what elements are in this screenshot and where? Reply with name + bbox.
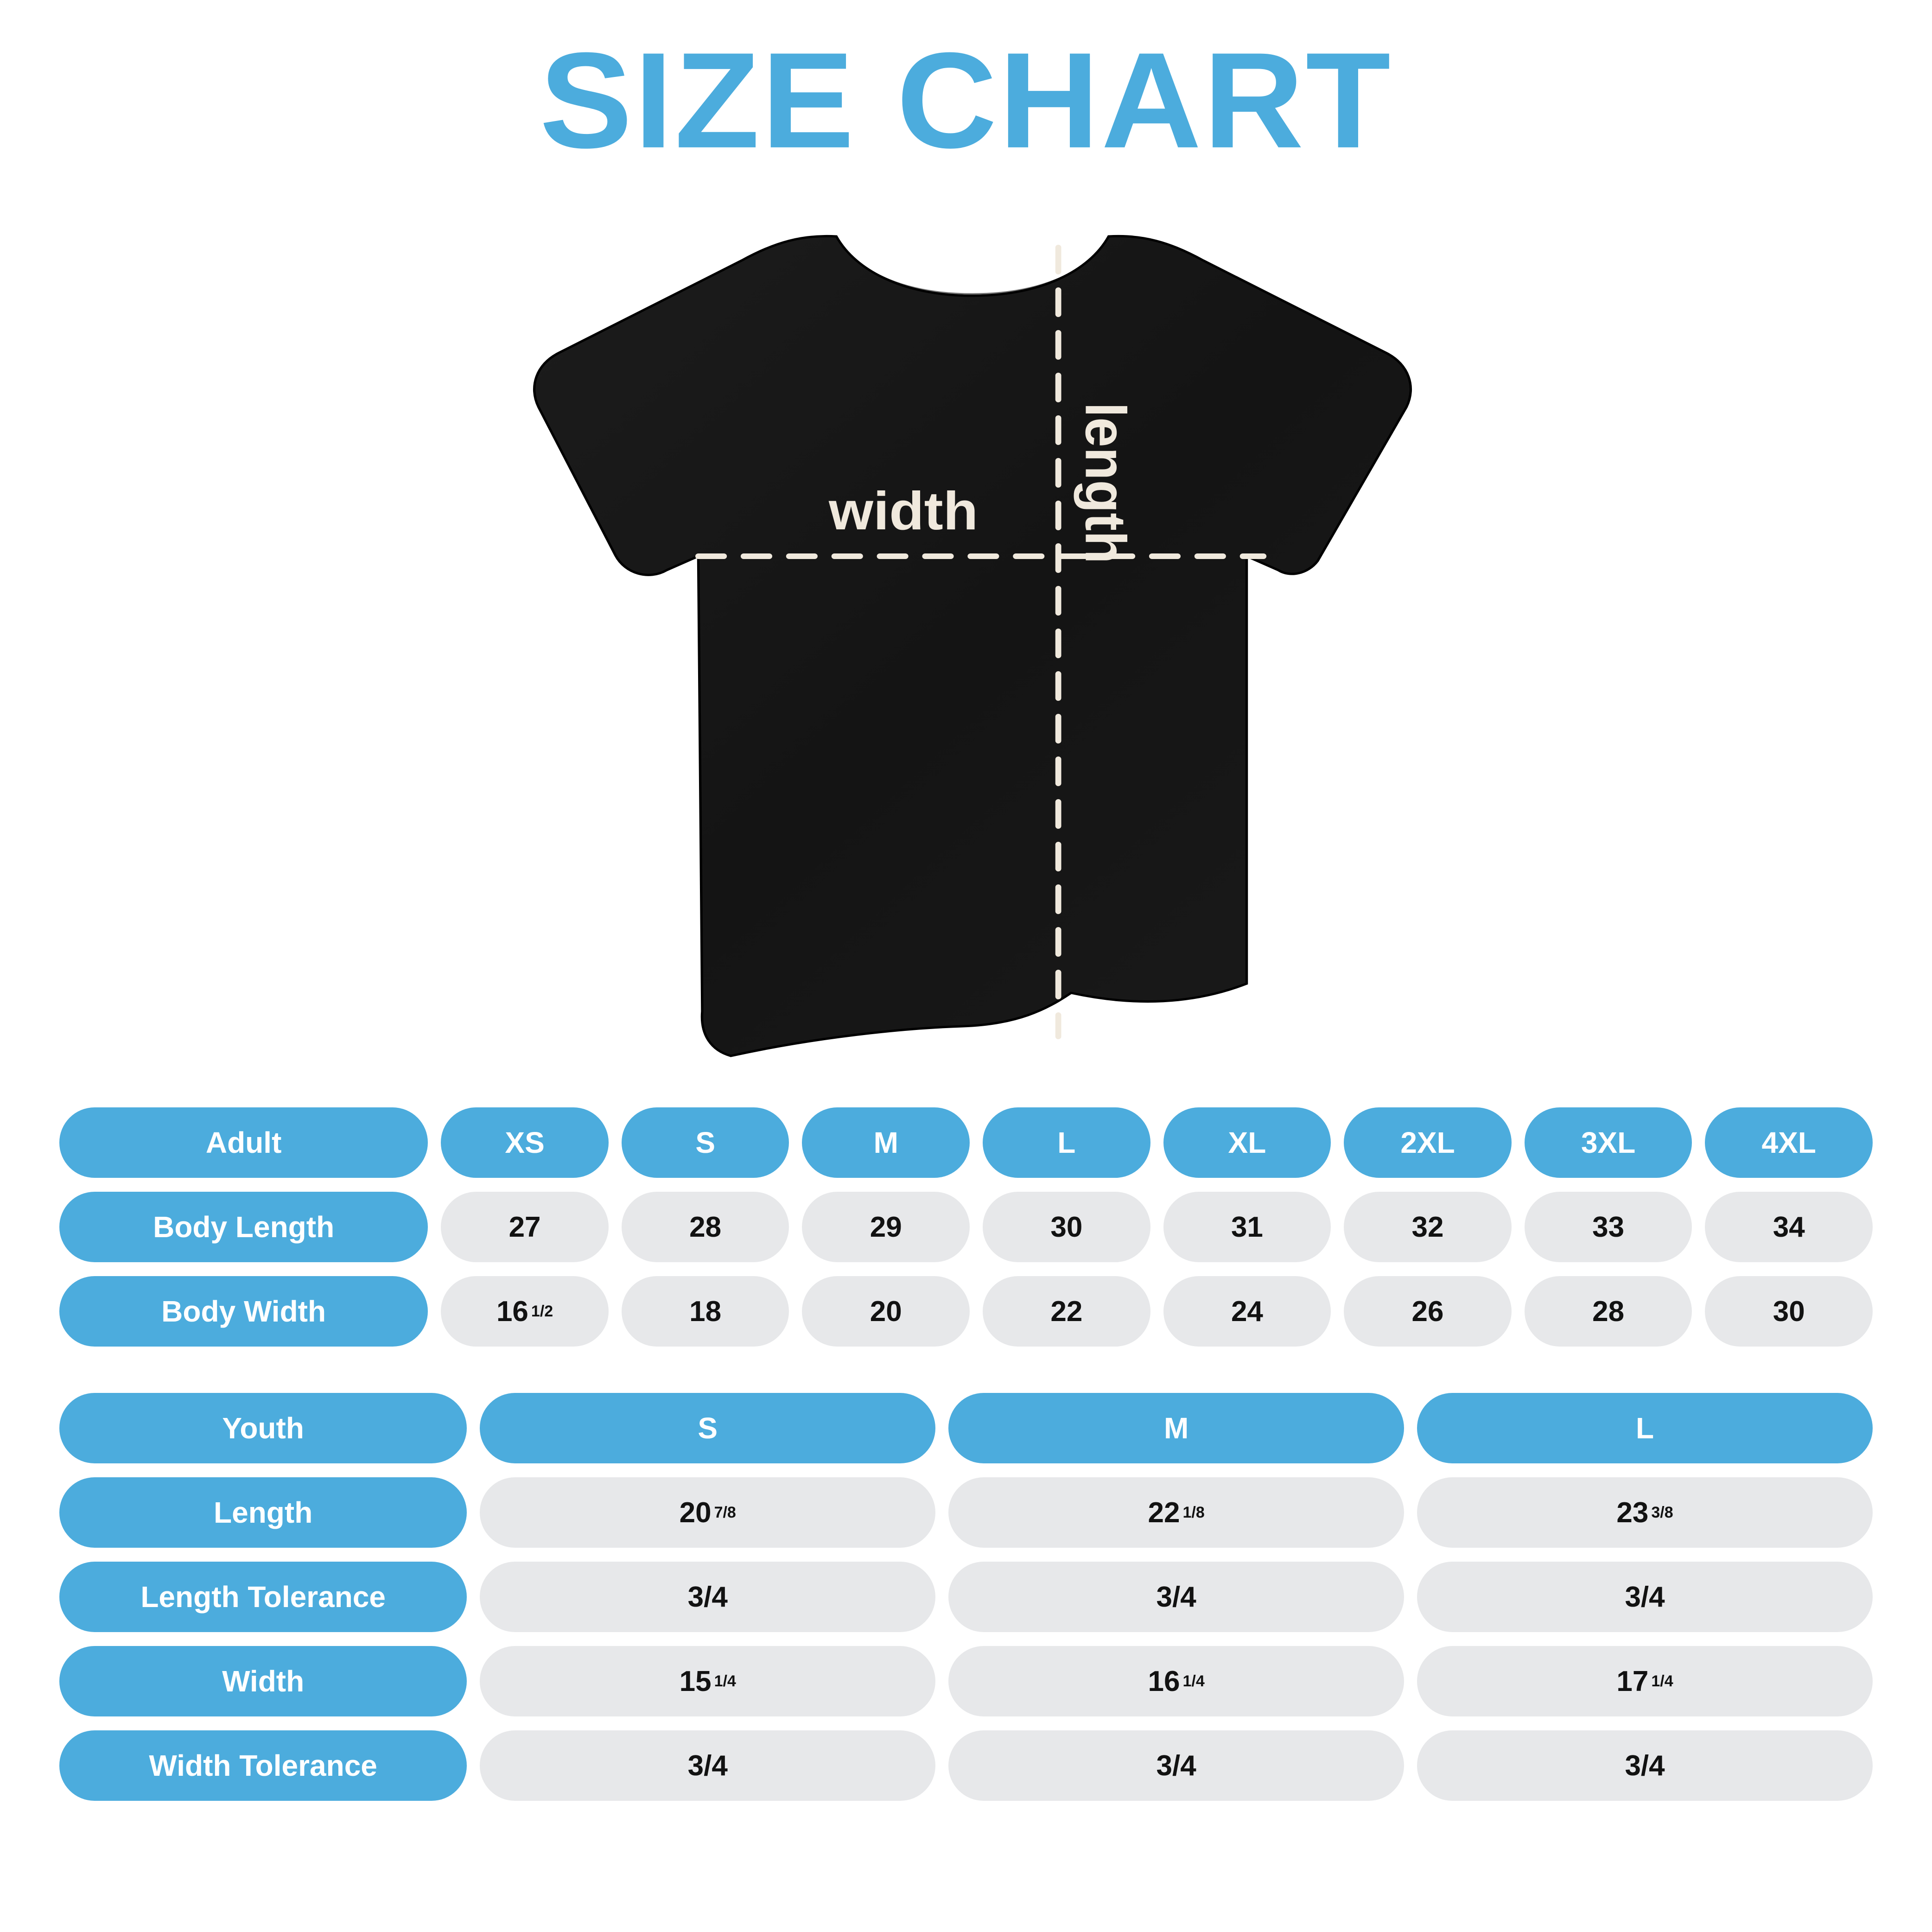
svg-text:length: length <box>1074 402 1137 564</box>
svg-text:width: width <box>828 481 978 541</box>
